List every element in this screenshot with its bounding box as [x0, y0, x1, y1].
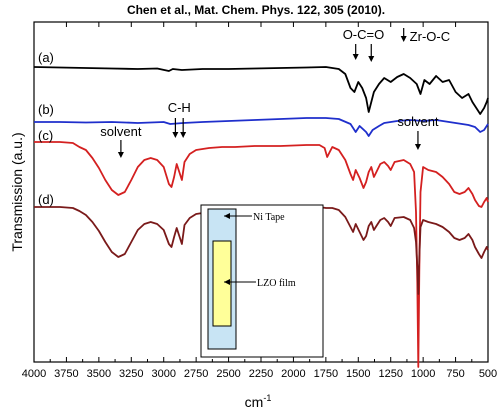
annotation-arrow-extra-2-head [180, 132, 187, 138]
lzo-film-arrowhead [224, 279, 230, 285]
annotation-arrow-5-head [414, 144, 421, 150]
x-axis-label-superscript: -1 [263, 393, 271, 403]
series-group [33, 66, 489, 368]
series-line-4 [34, 206, 489, 295]
annotation-arrow-2-head [400, 36, 407, 42]
inset-diagram: Ni Tape LZO film [200, 204, 324, 358]
annotation-3: solvent [100, 124, 142, 139]
x-tick-label-2250: 2250 [249, 368, 273, 380]
x-tick-label-2500: 2500 [216, 368, 240, 380]
series-line-2 [34, 117, 489, 137]
annotation-arrow-3-head [117, 152, 124, 158]
lzo-film-shape [212, 240, 232, 327]
x-axis-tick-labels: 4000 3750 3500 3250 3000 2750 2500 2250 2000 1750… [22, 368, 497, 380]
x-axis-label-main: cm [245, 394, 264, 410]
y-axis-label: Transmission (a.u.) [9, 132, 25, 251]
series-label-4: (d) [38, 192, 54, 207]
trace-labels: (a) (b) (c) (d) [38, 50, 54, 207]
x-tick-label-500: 500 [479, 368, 497, 380]
annotation-1: O-C=O [343, 27, 385, 42]
x-tick-label-750: 750 [446, 368, 464, 380]
x-tick-label-1500: 1500 [346, 368, 370, 380]
annotation-4: C-H [168, 100, 191, 115]
series-line-3 [34, 141, 489, 368]
series-label-3: (c) [38, 128, 53, 143]
annotations: O-C=O Zr-O-C solvent C-H solvent [100, 27, 450, 158]
x-tick-label-4000: 4000 [22, 368, 46, 380]
series-label-2: (b) [38, 102, 54, 117]
x-tick-label-2000: 2000 [281, 368, 305, 380]
annotation-5: solvent [397, 114, 439, 129]
x-axis-ticks [33, 22, 489, 362]
annotation-arrow-4-head [172, 132, 179, 138]
x-tick-label-3000: 3000 [151, 368, 175, 380]
x-tick-label-3500: 3500 [87, 368, 111, 380]
series-line-1 [33, 66, 489, 115]
series-label-1: (a) [38, 50, 54, 65]
x-tick-label-3750: 3750 [54, 368, 78, 380]
x-tick-label-1000: 1000 [411, 368, 435, 380]
ni-tape-arrowhead [224, 213, 230, 219]
x-axis-label: cm-1 [245, 393, 272, 410]
x-tick-label-2750: 2750 [184, 368, 208, 380]
annotation-2: Zr-O-C [410, 29, 450, 44]
annotation-arrow-1-head [352, 54, 359, 60]
annotation-arrow-extra-1-head [368, 56, 375, 62]
ni-tape-label: Ni Tape [253, 212, 285, 223]
lzo-film-label: LZO film [257, 278, 296, 289]
citation-text: Chen et al., Mat. Chem. Phys. 122, 305 (… [127, 3, 385, 17]
x-tick-label-3250: 3250 [119, 368, 143, 380]
x-tick-label-1250: 1250 [378, 368, 402, 380]
x-tick-label-1750: 1750 [314, 368, 338, 380]
